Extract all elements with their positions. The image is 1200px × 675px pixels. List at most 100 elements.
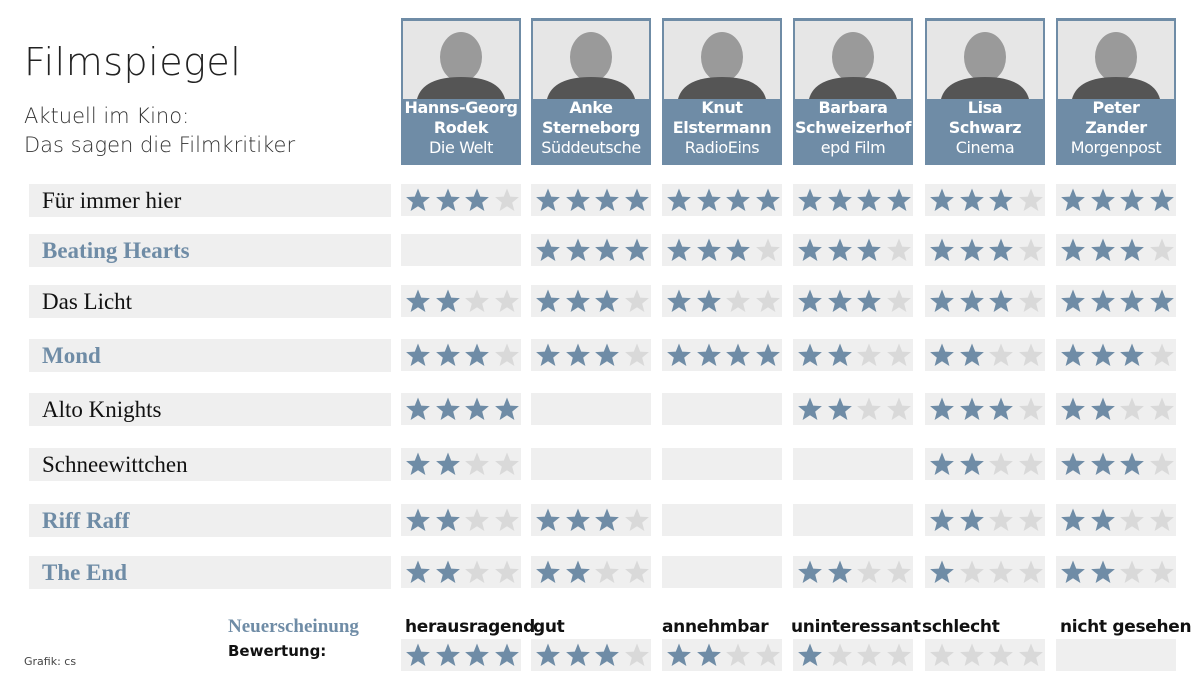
star-empty-icon <box>886 289 911 312</box>
star-empty-icon <box>886 560 911 583</box>
star-rating <box>405 642 521 668</box>
legend-rating-label: Bewertung: <box>228 642 327 660</box>
person-icon <box>795 21 911 99</box>
page-subtitle: Aktuell im Kino: Das sagen die Filmkriti… <box>24 102 295 160</box>
star-filled-icon <box>1149 188 1174 211</box>
critic-first-name: Anke <box>569 98 613 117</box>
star-rating <box>405 342 521 368</box>
person-icon <box>403 21 519 99</box>
star-rating <box>797 288 913 314</box>
star-filled-icon <box>827 188 852 211</box>
star-rating <box>535 237 651 263</box>
star-filled-icon <box>798 238 822 261</box>
star-filled-icon <box>726 343 750 366</box>
star-filled-icon <box>435 343 460 366</box>
rating-cell <box>662 448 782 480</box>
star-rating <box>666 187 782 213</box>
person-icon <box>1058 21 1174 99</box>
star-rating <box>797 187 913 213</box>
star-rating <box>1060 237 1176 263</box>
star-filled-icon <box>667 188 691 211</box>
star-filled-icon <box>595 508 619 531</box>
page-title: Filmspiegel <box>24 40 242 84</box>
star-filled-icon <box>435 397 460 420</box>
star-rating <box>929 451 1045 477</box>
critic-first-name: Peter <box>1092 98 1140 117</box>
rating-cell <box>793 339 913 371</box>
rating-cell <box>925 339 1045 371</box>
star-rating <box>535 559 651 585</box>
star-filled-icon <box>565 508 590 531</box>
critic-photo <box>1058 21 1174 99</box>
star-filled-icon <box>1090 289 1115 312</box>
star-rating <box>929 288 1045 314</box>
star-empty-icon <box>1149 397 1174 420</box>
critic-first-name: Knut <box>701 98 743 117</box>
star-empty-icon <box>827 643 852 666</box>
star-empty-icon <box>595 560 619 583</box>
star-filled-icon <box>565 643 590 666</box>
star-rating <box>1060 507 1176 533</box>
star-filled-icon <box>930 452 954 475</box>
star-rating <box>929 187 1045 213</box>
star-empty-icon <box>1018 289 1043 312</box>
star-rating <box>535 288 651 314</box>
star-filled-icon <box>667 643 691 666</box>
critic-photo <box>927 21 1043 99</box>
rating-cell <box>662 556 782 588</box>
star-empty-icon <box>494 188 519 211</box>
legend-stars <box>531 639 651 671</box>
rating-cell <box>662 184 782 216</box>
critic-card: Barbara Schweizerhof epd Film <box>793 18 913 165</box>
star-filled-icon <box>1061 289 1085 312</box>
star-filled-icon <box>989 238 1013 261</box>
rating-cell <box>662 285 782 317</box>
star-filled-icon <box>624 238 649 261</box>
star-rating <box>405 396 521 422</box>
star-filled-icon <box>755 188 780 211</box>
star-filled-icon <box>959 452 984 475</box>
person-icon <box>664 21 780 99</box>
star-filled-icon <box>726 188 750 211</box>
star-filled-icon <box>930 560 954 583</box>
rating-cell <box>1056 234 1176 266</box>
rating-cell <box>925 393 1045 425</box>
star-filled-icon <box>1149 289 1174 312</box>
rating-cell <box>531 234 651 266</box>
star-filled-icon <box>696 238 721 261</box>
rating-cell <box>1056 448 1176 480</box>
star-filled-icon <box>798 289 822 312</box>
star-rating <box>797 559 913 585</box>
star-filled-icon <box>930 397 954 420</box>
star-filled-icon <box>1061 452 1085 475</box>
rating-cell <box>793 504 913 536</box>
critic-last-name: Rodek <box>433 118 489 137</box>
star-empty-icon <box>726 289 750 312</box>
star-rating <box>405 288 521 314</box>
star-filled-icon <box>726 238 750 261</box>
star-filled-icon <box>827 343 852 366</box>
critic-photo <box>795 21 911 99</box>
star-rating <box>666 288 782 314</box>
rating-cell <box>793 285 913 317</box>
star-empty-icon <box>1149 238 1174 261</box>
star-empty-icon <box>857 643 881 666</box>
star-empty-icon <box>1120 397 1144 420</box>
rating-cell <box>925 285 1045 317</box>
star-empty-icon <box>494 508 519 531</box>
film-title: Für immer hier <box>29 184 391 217</box>
critic-name: Hanns-Georg Rodek Die Welt <box>401 98 521 158</box>
star-empty-icon <box>494 560 519 583</box>
star-filled-icon <box>465 643 489 666</box>
rating-cell <box>401 285 521 317</box>
critic-card: Hanns-Georg Rodek Die Welt <box>401 18 521 165</box>
star-rating <box>535 642 651 668</box>
critic-card: Lisa Schwarz Cinema <box>925 18 1045 165</box>
rating-cell <box>531 504 651 536</box>
star-filled-icon <box>857 289 881 312</box>
star-empty-icon <box>755 289 780 312</box>
star-filled-icon <box>536 343 560 366</box>
legend-stars <box>662 639 782 671</box>
star-empty-icon <box>989 508 1013 531</box>
star-rating <box>929 237 1045 263</box>
